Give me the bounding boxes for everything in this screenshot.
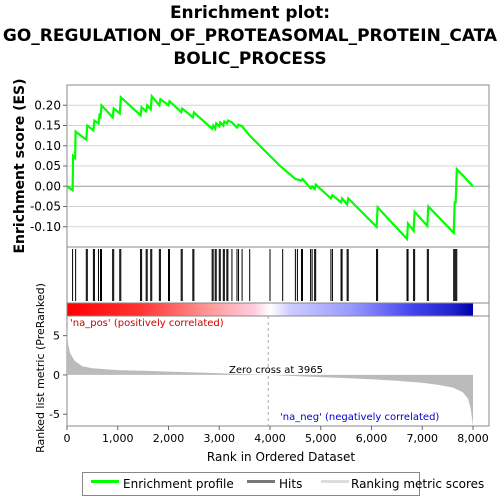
legend-item-hits: Hits: [279, 477, 303, 491]
legend-item-metric: Ranking metric scores: [351, 477, 485, 491]
hits-marks: [72, 249, 458, 301]
pos-correlated-label: 'na_pos' (positively correlated): [70, 318, 224, 329]
es-y-tick-label: 0.15: [34, 119, 61, 133]
metric-y-axis-label: Ranked list metric (PreRanked): [34, 283, 47, 453]
es-grid: [67, 104, 489, 228]
es-y-tick-label: 0.10: [34, 139, 61, 153]
chart-title: Enrichment plot: GO_REGULATION_OF_PROTEA…: [0, 2, 500, 71]
es-y-tick-label: -0.10: [30, 220, 61, 234]
metric-y-tick-label: 5: [53, 330, 60, 343]
legend-metric-swatch: [321, 480, 349, 483]
hits-panel-frame: [66, 246, 490, 304]
neg-correlated-label: 'na_neg' (negatively correlated): [280, 412, 439, 423]
es-y-tick-label: 0.05: [34, 159, 61, 173]
enrichment-profile-line: [66, 93, 474, 242]
legend-item-profile: Enrichment profile: [123, 477, 234, 491]
metric-y-tick-label: -5: [49, 408, 60, 421]
es-y-axis-label: Enrichment score (ES): [12, 78, 28, 253]
x-tick-label: 6,000: [356, 432, 388, 445]
x-tick-label: 8,000: [457, 432, 489, 445]
es-y-tick-label: 0.00: [34, 179, 61, 193]
x-tick-label: 0: [64, 432, 71, 445]
x-tick-label: 2,000: [153, 432, 185, 445]
x-tick-label: 3,000: [204, 432, 236, 445]
legend-profile-swatch: [91, 480, 119, 483]
x-tick-label: 4,000: [254, 432, 286, 445]
x-tick-label: 1,000: [102, 432, 134, 445]
metric-y-ticks: -5 0 5: [49, 330, 67, 421]
chart-title-line1: Enrichment plot:: [169, 3, 331, 23]
metric-y-tick-label: 0: [53, 369, 60, 382]
chart-title-line2: GO_REGULATION_OF_PROTEASOMAL_PROTEIN_CAT…: [2, 26, 498, 46]
zero-cross-label: Zero cross at 3965: [229, 365, 323, 376]
chart-title-line3: BOLIC_PROCESS: [173, 49, 327, 69]
legend-hits-swatch: [247, 480, 275, 483]
es-y-tick-label: -0.05: [30, 200, 61, 214]
x-tick-label: 5,000: [305, 432, 337, 445]
ranking-color-bar: [67, 303, 473, 316]
ranked-metric-area: [67, 327, 473, 426]
x-ticks: 0 1,000 2,000 3,000 4,000 5,000 6,000 7,000 8,00…: [64, 426, 489, 445]
x-axis-label: Rank in Ordered Dataset: [207, 450, 355, 464]
x-tick-label: 7,000: [407, 432, 439, 445]
legend: Enrichment profile Hits Ranking metric s…: [82, 472, 484, 496]
es-y-ticks: -0.10 -0.05 0.00 0.05 0.10 0.15 0.20: [30, 98, 67, 234]
es-y-tick-label: 0.20: [34, 98, 61, 112]
